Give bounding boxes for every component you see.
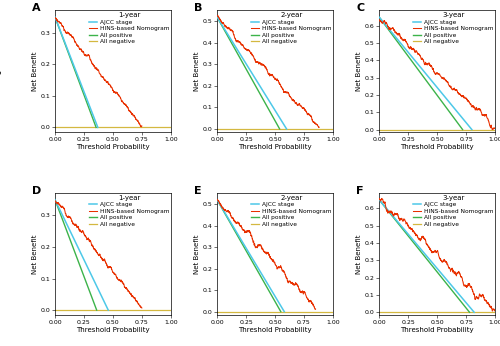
X-axis label: Threshold Probability: Threshold Probability <box>400 144 474 150</box>
Text: C: C <box>356 3 364 13</box>
Y-axis label: Net Benefit: Net Benefit <box>356 234 362 274</box>
Legend: AJCC stage, HINS-based Nomogram, All positive, All negative: AJCC stage, HINS-based Nomogram, All pos… <box>412 11 494 45</box>
Y-axis label: Net Benefit: Net Benefit <box>32 52 38 91</box>
Legend: AJCC stage, HINS-based Nomogram, All positive, All negative: AJCC stage, HINS-based Nomogram, All pos… <box>250 194 332 228</box>
Text: Validation cohort: Validation cohort <box>0 221 2 286</box>
Y-axis label: Net Benefit: Net Benefit <box>194 234 200 274</box>
Text: A: A <box>32 3 40 13</box>
Text: Training cohort: Training cohort <box>0 43 2 100</box>
X-axis label: Threshold Probability: Threshold Probability <box>400 327 474 333</box>
Legend: AJCC stage, HINS-based Nomogram, All positive, All negative: AJCC stage, HINS-based Nomogram, All pos… <box>412 194 494 228</box>
X-axis label: Threshold Probability: Threshold Probability <box>238 144 312 150</box>
Y-axis label: Net Benefit: Net Benefit <box>32 234 38 274</box>
Text: B: B <box>194 3 202 13</box>
Text: F: F <box>356 186 364 196</box>
X-axis label: Threshold Probability: Threshold Probability <box>76 144 150 150</box>
Y-axis label: Net Benefit: Net Benefit <box>194 52 200 91</box>
Y-axis label: Net Benefit: Net Benefit <box>356 52 362 91</box>
Legend: AJCC stage, HINS-based Nomogram, All positive, All negative: AJCC stage, HINS-based Nomogram, All pos… <box>88 194 170 228</box>
X-axis label: Threshold Probability: Threshold Probability <box>76 327 150 333</box>
Text: D: D <box>32 186 41 196</box>
Legend: AJCC stage, HINS-based Nomogram, All positive, All negative: AJCC stage, HINS-based Nomogram, All pos… <box>250 11 332 45</box>
X-axis label: Threshold Probability: Threshold Probability <box>238 327 312 333</box>
Text: E: E <box>194 186 202 196</box>
Legend: AJCC stage, HINS-based Nomogram, All positive, All negative: AJCC stage, HINS-based Nomogram, All pos… <box>88 11 170 45</box>
